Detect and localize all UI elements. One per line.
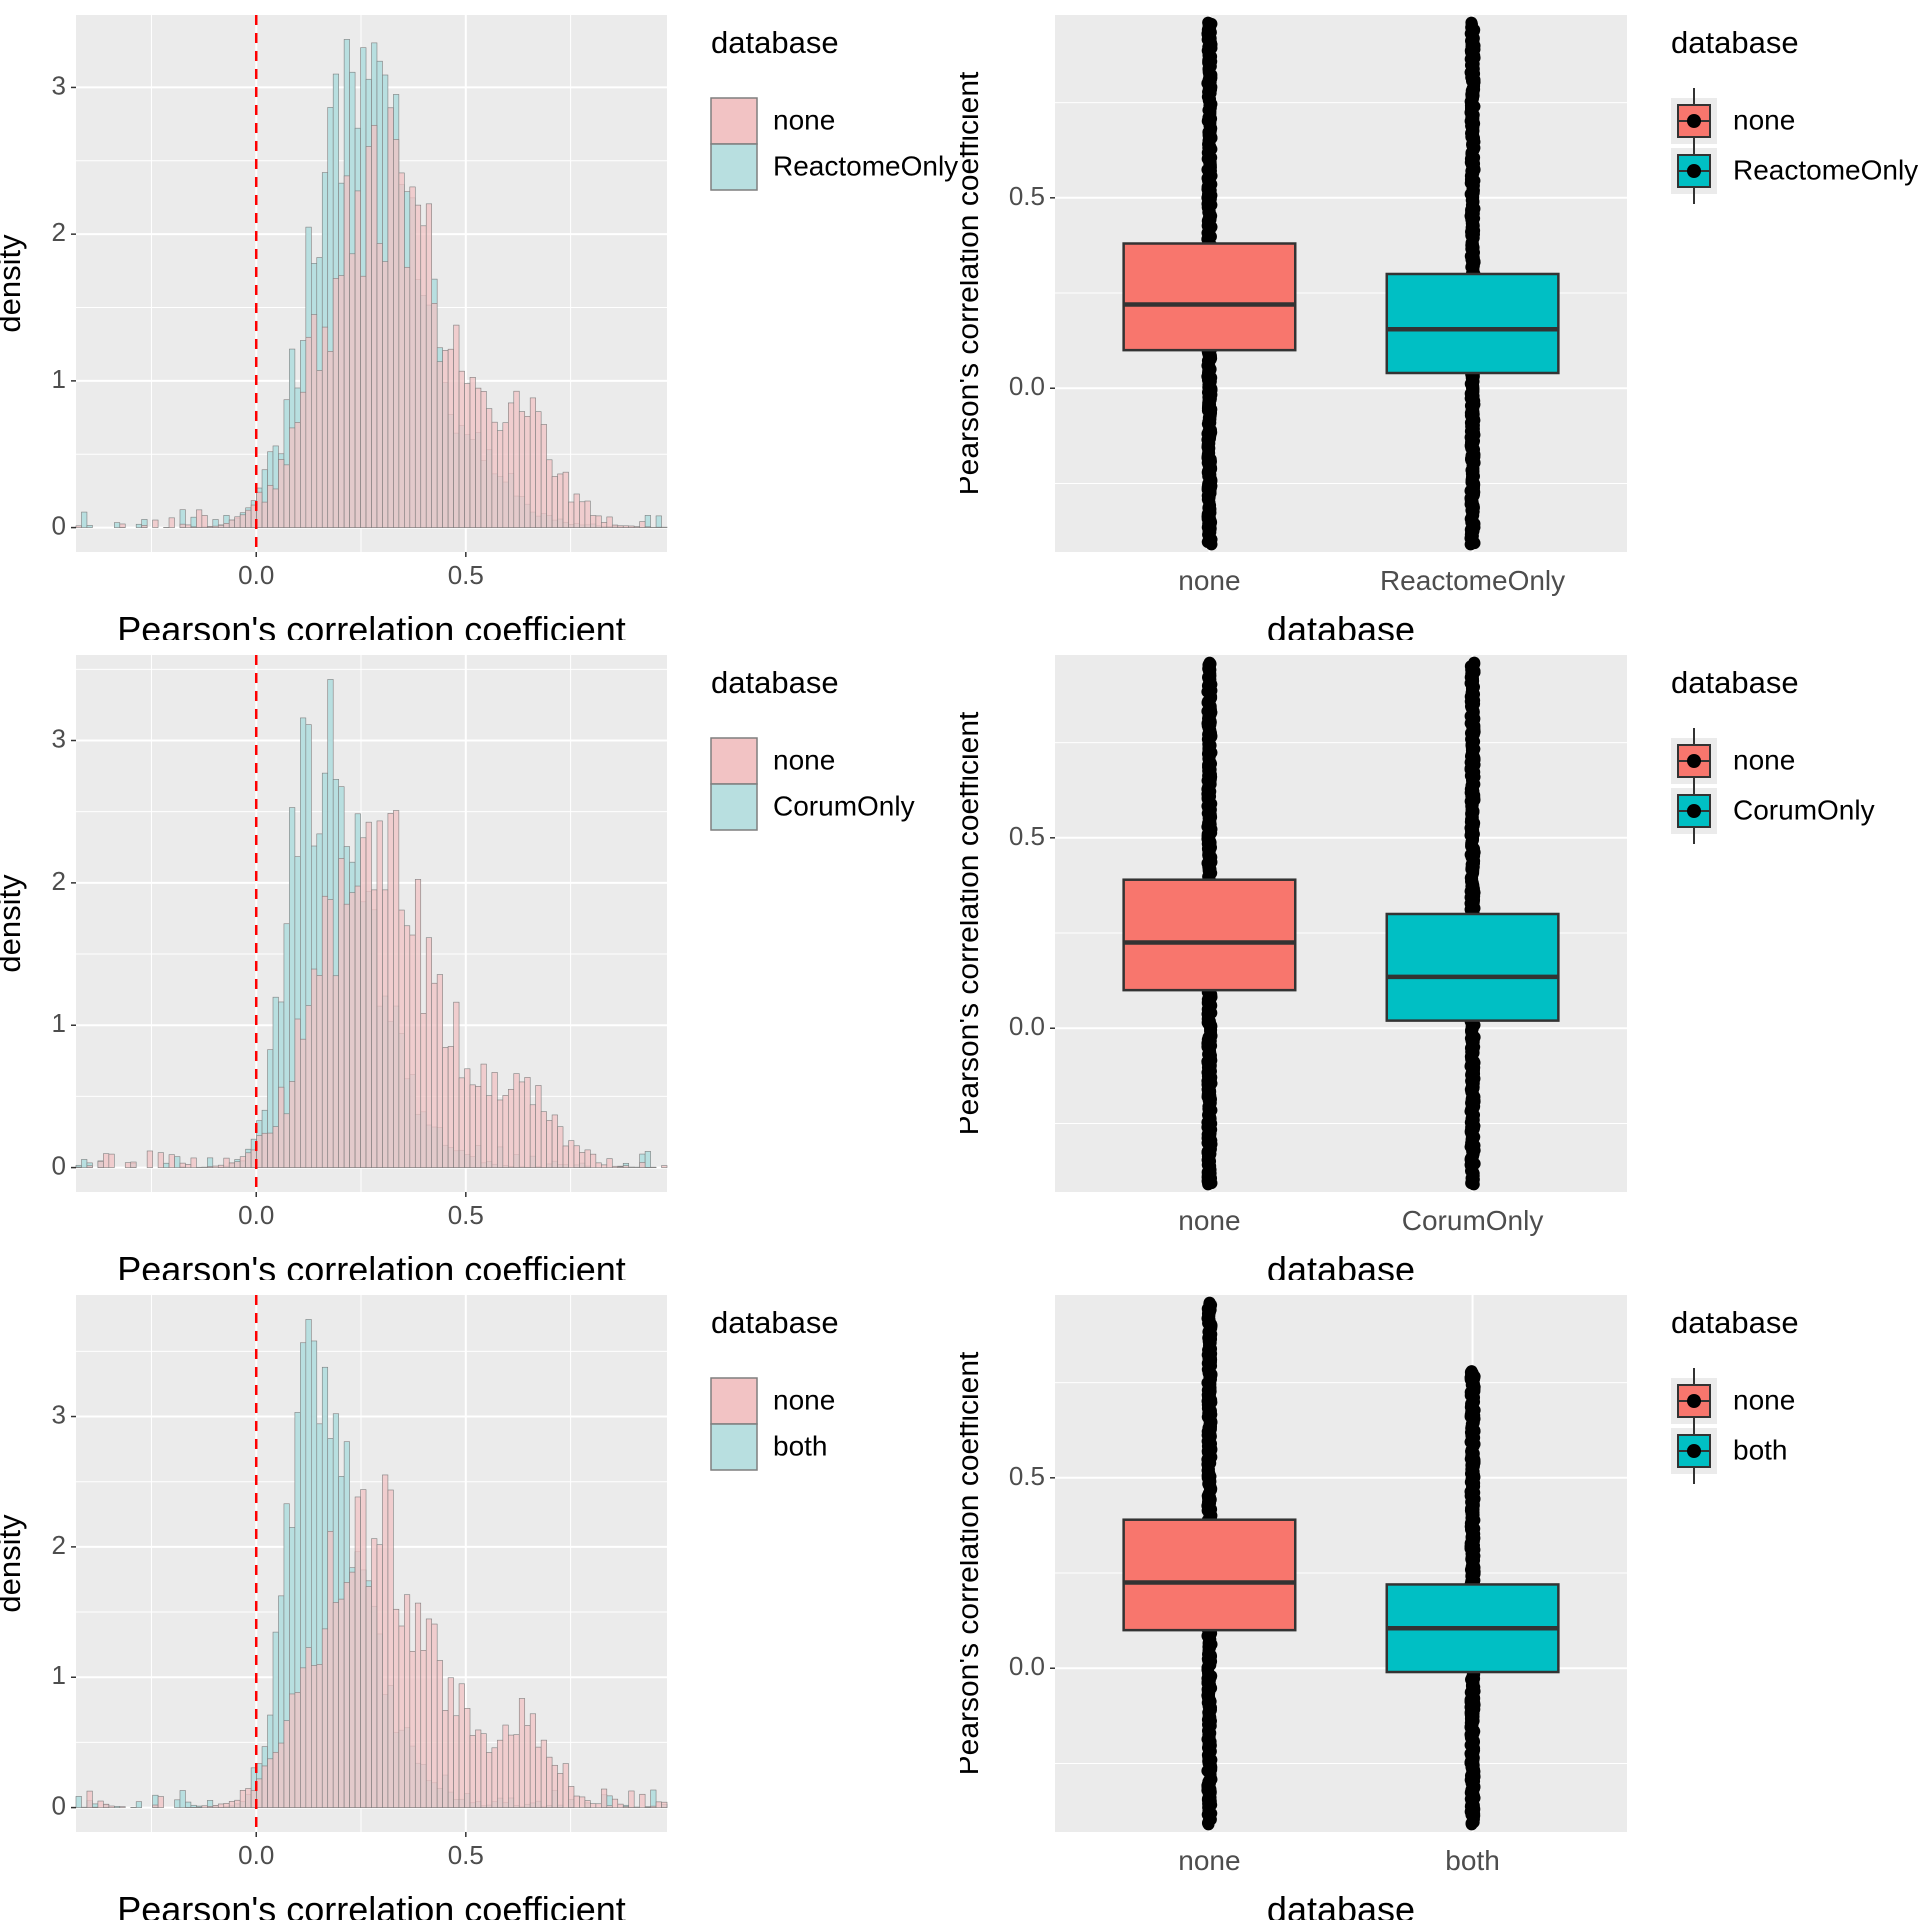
svg-text:0.0: 0.0 — [1009, 371, 1045, 401]
svg-text:1: 1 — [52, 1660, 66, 1690]
svg-text:database: database — [1671, 25, 1799, 60]
svg-text:0.5: 0.5 — [448, 1200, 484, 1230]
svg-text:database: database — [1267, 1249, 1415, 1280]
svg-text:none: none — [773, 744, 835, 775]
svg-text:both: both — [1445, 1845, 1500, 1876]
svg-text:database: database — [1671, 665, 1799, 700]
svg-text:density: density — [0, 1514, 27, 1613]
svg-text:Pearson's correlation coeffici: Pearson's correlation coefficient — [960, 1351, 985, 1775]
svg-text:database: database — [711, 1305, 839, 1340]
svg-text:none: none — [773, 1384, 835, 1415]
svg-text:ReactomeOnly: ReactomeOnly — [1380, 565, 1565, 596]
svg-text:ReactomeOnly: ReactomeOnly — [773, 150, 958, 181]
svg-text:Pearson's correlation coeffici: Pearson's correlation coefficient — [960, 71, 985, 495]
svg-text:0.5: 0.5 — [448, 560, 484, 590]
svg-text:Pearson's correlation coeffici: Pearson's correlation coefficient — [117, 1889, 625, 1920]
svg-text:none: none — [1178, 1205, 1240, 1236]
svg-text:2: 2 — [52, 1530, 66, 1560]
svg-text:ReactomeOnly: ReactomeOnly — [1733, 154, 1918, 185]
svg-text:none: none — [1733, 744, 1795, 775]
svg-text:0.0: 0.0 — [238, 1840, 274, 1870]
svg-text:3: 3 — [52, 70, 66, 100]
svg-text:none: none — [1178, 1845, 1240, 1876]
svg-text:CorumOnly: CorumOnly — [773, 790, 915, 821]
svg-text:0.5: 0.5 — [1009, 821, 1045, 851]
svg-text:none: none — [1178, 565, 1240, 596]
svg-text:CorumOnly: CorumOnly — [1402, 1205, 1544, 1236]
svg-text:0.5: 0.5 — [448, 1840, 484, 1870]
svg-text:CorumOnly: CorumOnly — [1733, 794, 1875, 825]
svg-text:0: 0 — [52, 1151, 66, 1181]
svg-text:both: both — [773, 1430, 828, 1461]
svg-text:2: 2 — [52, 866, 66, 896]
svg-text:3: 3 — [52, 1400, 66, 1430]
svg-text:both: both — [1733, 1434, 1788, 1465]
svg-text:1: 1 — [52, 364, 66, 394]
svg-text:1: 1 — [52, 1008, 66, 1038]
svg-text:0.0: 0.0 — [238, 1200, 274, 1230]
svg-text:2: 2 — [52, 217, 66, 247]
svg-text:3: 3 — [52, 724, 66, 754]
svg-text:Pearson's correlation coeffici: Pearson's correlation coefficient — [117, 1249, 625, 1280]
svg-text:database: database — [1671, 1305, 1799, 1340]
svg-text:0: 0 — [52, 1791, 66, 1821]
svg-text:database: database — [711, 665, 839, 700]
svg-text:0.5: 0.5 — [1009, 1461, 1045, 1491]
svg-text:0.5: 0.5 — [1009, 181, 1045, 211]
svg-text:none: none — [1733, 104, 1795, 135]
svg-text:0.0: 0.0 — [1009, 1651, 1045, 1681]
svg-text:0: 0 — [52, 511, 66, 541]
svg-text:none: none — [1733, 1384, 1795, 1415]
svg-text:0.0: 0.0 — [1009, 1011, 1045, 1041]
svg-text:database: database — [1267, 609, 1415, 640]
svg-text:Pearson's correlation coeffici: Pearson's correlation coefficient — [960, 711, 985, 1135]
svg-text:density: density — [0, 874, 27, 973]
svg-text:Pearson's correlation coeffici: Pearson's correlation coefficient — [117, 609, 625, 640]
svg-text:database: database — [1267, 1889, 1415, 1920]
svg-text:database: database — [711, 25, 839, 60]
svg-text:0.0: 0.0 — [238, 560, 274, 590]
svg-text:density: density — [0, 234, 27, 333]
svg-text:none: none — [773, 104, 835, 135]
